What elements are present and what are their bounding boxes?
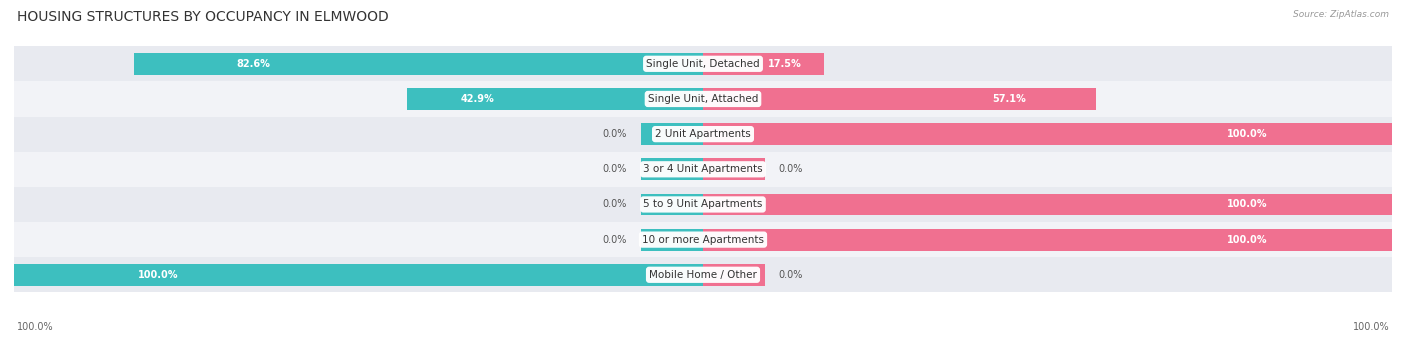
Bar bbox=[703, 158, 765, 180]
Bar bbox=[14, 152, 1392, 187]
Bar bbox=[641, 229, 703, 251]
Text: 5 to 9 Unit Apartments: 5 to 9 Unit Apartments bbox=[644, 199, 762, 209]
Text: 100.0%: 100.0% bbox=[1227, 235, 1268, 245]
Text: 100.0%: 100.0% bbox=[17, 322, 53, 332]
Text: 100.0%: 100.0% bbox=[138, 270, 179, 280]
Bar bbox=[703, 264, 765, 286]
Text: 42.9%: 42.9% bbox=[461, 94, 495, 104]
Bar bbox=[703, 53, 824, 75]
Bar bbox=[703, 194, 1392, 215]
Text: 57.1%: 57.1% bbox=[991, 94, 1025, 104]
Text: HOUSING STRUCTURES BY OCCUPANCY IN ELMWOOD: HOUSING STRUCTURES BY OCCUPANCY IN ELMWO… bbox=[17, 10, 388, 24]
Bar bbox=[14, 264, 703, 286]
Bar bbox=[14, 187, 1392, 222]
Legend: Owner-occupied, Renter-occupied: Owner-occupied, Renter-occupied bbox=[583, 340, 823, 342]
Text: 2 Unit Apartments: 2 Unit Apartments bbox=[655, 129, 751, 139]
Text: Mobile Home / Other: Mobile Home / Other bbox=[650, 270, 756, 280]
Text: 82.6%: 82.6% bbox=[236, 59, 270, 69]
Bar bbox=[703, 229, 1392, 251]
Text: 10 or more Apartments: 10 or more Apartments bbox=[643, 235, 763, 245]
Bar bbox=[14, 222, 1392, 257]
Text: 3 or 4 Unit Apartments: 3 or 4 Unit Apartments bbox=[643, 164, 763, 174]
Text: 0.0%: 0.0% bbox=[603, 199, 627, 209]
Text: 0.0%: 0.0% bbox=[603, 235, 627, 245]
Text: Single Unit, Attached: Single Unit, Attached bbox=[648, 94, 758, 104]
Bar bbox=[408, 88, 703, 110]
Bar bbox=[14, 46, 1392, 81]
Text: 100.0%: 100.0% bbox=[1353, 322, 1389, 332]
Text: 0.0%: 0.0% bbox=[779, 270, 803, 280]
Bar bbox=[134, 53, 703, 75]
Bar bbox=[14, 117, 1392, 152]
Text: 17.5%: 17.5% bbox=[768, 59, 801, 69]
Bar bbox=[703, 123, 1392, 145]
Text: 0.0%: 0.0% bbox=[603, 164, 627, 174]
Text: Single Unit, Detached: Single Unit, Detached bbox=[647, 59, 759, 69]
Text: Source: ZipAtlas.com: Source: ZipAtlas.com bbox=[1294, 10, 1389, 19]
Bar bbox=[14, 81, 1392, 117]
Text: 100.0%: 100.0% bbox=[1227, 199, 1268, 209]
Bar bbox=[641, 194, 703, 215]
Text: 100.0%: 100.0% bbox=[1227, 129, 1268, 139]
Bar bbox=[14, 257, 1392, 292]
Text: 0.0%: 0.0% bbox=[779, 164, 803, 174]
Bar bbox=[703, 88, 1097, 110]
Bar bbox=[641, 123, 703, 145]
Text: 0.0%: 0.0% bbox=[603, 129, 627, 139]
Bar bbox=[641, 158, 703, 180]
